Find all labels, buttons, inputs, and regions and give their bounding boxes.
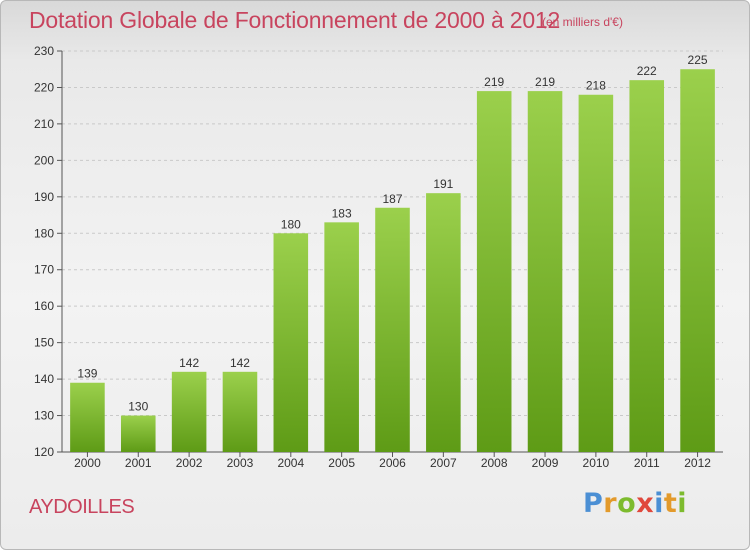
data-label-2005: 183 <box>332 206 352 220</box>
x-tick-label-2010: 2010 <box>583 456 610 470</box>
y-tick-label: 220 <box>34 80 54 94</box>
x-tick-label-2007: 2007 <box>430 456 457 470</box>
data-label-2000: 139 <box>77 367 97 381</box>
bar-2001 <box>120 415 156 452</box>
x-tick-label-2001: 2001 <box>125 456 152 470</box>
y-tick-label: 140 <box>34 372 54 386</box>
logo-letter: x <box>636 488 655 519</box>
data-label-2012: 225 <box>688 53 708 67</box>
data-label-2002: 142 <box>179 356 199 370</box>
bar-2007 <box>426 193 461 452</box>
x-tick-label-2011: 2011 <box>634 456 660 470</box>
x-tick-label-2000: 2000 <box>74 456 101 470</box>
y-tick-label: 170 <box>34 263 54 277</box>
bar-2004 <box>273 233 309 452</box>
bar-2010 <box>578 94 614 452</box>
proxiti-logo[interactable]: Proxiti <box>583 488 687 519</box>
data-label-2004: 180 <box>281 217 301 231</box>
data-label-2006: 187 <box>382 192 402 206</box>
data-label-2010: 218 <box>586 79 606 93</box>
x-tick-label-2004: 2004 <box>277 456 304 470</box>
y-tick-label: 120 <box>34 445 54 459</box>
y-tick-label: 180 <box>34 226 54 240</box>
bar-2003 <box>222 371 258 452</box>
x-tick-label-2002: 2002 <box>176 456 203 470</box>
x-tick-label-2005: 2005 <box>328 456 355 470</box>
data-label-2009: 219 <box>535 75 555 89</box>
commune-name: AYDOILLES <box>29 496 135 518</box>
x-tick-label-2012: 2012 <box>684 456 711 470</box>
logo-letter: o <box>617 488 637 519</box>
chart-subtitle: (en milliers d'€) <box>542 15 623 29</box>
x-tick-label-2003: 2003 <box>227 456 254 470</box>
x-tick-label-2008: 2008 <box>481 456 508 470</box>
data-label-2008: 219 <box>484 75 504 89</box>
data-label-2001: 130 <box>128 400 148 414</box>
y-tick-label: 210 <box>34 117 54 131</box>
y-tick-label: 230 <box>34 44 54 58</box>
bar-2000 <box>70 382 105 452</box>
x-tick-label-2006: 2006 <box>379 456 406 470</box>
data-label-2011: 222 <box>637 64 657 78</box>
y-tick-label: 130 <box>34 409 54 423</box>
logo-letter: t <box>663 488 678 519</box>
logo-letter: i <box>677 488 688 519</box>
y-tick-label: 150 <box>34 336 54 350</box>
chart-title: Dotation Globale de Fonctionnement de 20… <box>29 7 561 33</box>
bar-2009 <box>527 91 563 452</box>
logo-letter: P <box>583 488 604 519</box>
y-tick-label: 190 <box>34 190 54 204</box>
bar-2005 <box>324 222 359 452</box>
x-tick-label-2009: 2009 <box>532 456 559 470</box>
y-tick-label: 160 <box>34 299 54 313</box>
data-label-2007: 191 <box>433 177 453 191</box>
bar-2012 <box>680 69 715 453</box>
y-tick-label: 200 <box>34 153 54 167</box>
data-label-2003: 142 <box>230 356 250 370</box>
bar-2008 <box>476 91 512 452</box>
bar-2006 <box>375 207 410 452</box>
logo-letter: r <box>603 488 618 519</box>
bar-2002 <box>171 371 207 452</box>
logo-letter: i <box>654 488 664 519</box>
bar-2011 <box>629 80 665 452</box>
